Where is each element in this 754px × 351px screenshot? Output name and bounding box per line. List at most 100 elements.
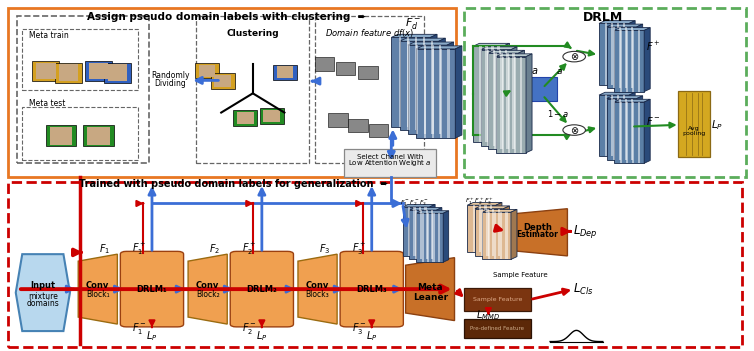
Polygon shape: [439, 38, 446, 131]
Polygon shape: [630, 99, 633, 160]
Circle shape: [563, 51, 585, 62]
Polygon shape: [494, 212, 496, 259]
Polygon shape: [400, 41, 439, 131]
Polygon shape: [514, 57, 516, 153]
Text: Estimator: Estimator: [516, 231, 558, 239]
Polygon shape: [504, 206, 510, 256]
Bar: [210, 73, 234, 89]
Bar: [55, 62, 82, 83]
Polygon shape: [483, 210, 517, 212]
Text: Conv: Conv: [196, 281, 219, 290]
Polygon shape: [431, 45, 434, 134]
Polygon shape: [438, 213, 440, 262]
Bar: [237, 112, 253, 124]
Polygon shape: [443, 211, 449, 262]
Text: $F^-$: $F^-$: [646, 115, 661, 127]
Text: $F_1^-$: $F_1^-$: [132, 321, 146, 336]
Polygon shape: [599, 21, 635, 24]
Bar: [104, 62, 131, 83]
Text: Avg: Avg: [688, 126, 700, 131]
Polygon shape: [599, 24, 629, 85]
Text: $F_3^-$: $F_3^-$: [351, 321, 366, 336]
Text: Sample Feature: Sample Feature: [492, 272, 547, 278]
Polygon shape: [420, 210, 422, 259]
Polygon shape: [511, 210, 517, 259]
Polygon shape: [614, 31, 644, 92]
Polygon shape: [644, 28, 650, 92]
FancyBboxPatch shape: [513, 77, 557, 101]
Text: Sample Feature: Sample Feature: [473, 297, 522, 302]
Polygon shape: [606, 96, 642, 99]
Polygon shape: [475, 209, 504, 256]
Polygon shape: [614, 102, 644, 163]
Text: $L_P$: $L_P$: [146, 330, 158, 343]
Bar: [233, 110, 257, 126]
Polygon shape: [626, 31, 628, 92]
Polygon shape: [455, 46, 462, 138]
Bar: [87, 127, 110, 145]
Text: DRLM₂: DRLM₂: [247, 285, 277, 294]
FancyBboxPatch shape: [340, 251, 403, 327]
Polygon shape: [424, 49, 426, 138]
Bar: [263, 110, 280, 122]
FancyBboxPatch shape: [230, 251, 293, 327]
Bar: [85, 61, 112, 81]
Text: $L_P$: $L_P$: [256, 330, 268, 343]
Polygon shape: [406, 258, 455, 320]
Polygon shape: [416, 46, 462, 49]
Polygon shape: [437, 207, 442, 259]
Bar: [277, 66, 293, 78]
Bar: [314, 57, 334, 71]
Polygon shape: [413, 207, 415, 256]
FancyBboxPatch shape: [464, 319, 532, 338]
Polygon shape: [408, 207, 410, 256]
Polygon shape: [391, 38, 431, 127]
Polygon shape: [611, 24, 613, 85]
Polygon shape: [407, 38, 409, 127]
Polygon shape: [480, 209, 483, 256]
FancyBboxPatch shape: [464, 289, 532, 311]
Polygon shape: [624, 99, 627, 160]
Polygon shape: [612, 27, 615, 88]
Text: $a$: $a$: [556, 67, 562, 76]
Polygon shape: [638, 31, 640, 92]
Polygon shape: [623, 95, 625, 156]
Polygon shape: [626, 102, 628, 163]
Bar: [358, 66, 378, 79]
Polygon shape: [498, 46, 500, 142]
Text: $L_{MMD}$: $L_{MMD}$: [477, 309, 501, 322]
Polygon shape: [624, 27, 627, 88]
Polygon shape: [644, 99, 650, 163]
Polygon shape: [526, 54, 532, 153]
Text: Meta train: Meta train: [29, 31, 69, 40]
Polygon shape: [485, 205, 487, 252]
Text: pooling: pooling: [682, 131, 706, 136]
Text: $F_1^+F_2^+F_3^+$: $F_1^+F_2^+F_3^+$: [465, 197, 494, 207]
Polygon shape: [629, 21, 635, 85]
Polygon shape: [632, 31, 634, 92]
Text: $L_P$: $L_P$: [711, 118, 723, 132]
Text: Assign pseudo domain labels with clustering  ➨: Assign pseudo domain labels with cluster…: [87, 13, 366, 22]
Polygon shape: [507, 209, 568, 256]
Text: mixture: mixture: [28, 292, 58, 300]
Polygon shape: [599, 95, 629, 156]
Text: Leaner: Leaner: [413, 293, 448, 302]
Polygon shape: [431, 41, 433, 131]
Polygon shape: [431, 34, 437, 127]
Polygon shape: [415, 41, 418, 131]
Polygon shape: [474, 43, 510, 46]
Bar: [336, 61, 355, 75]
Polygon shape: [606, 99, 636, 160]
Polygon shape: [447, 49, 449, 138]
Text: Clustering: Clustering: [226, 29, 279, 38]
Polygon shape: [415, 45, 418, 134]
Text: Meta: Meta: [418, 283, 443, 292]
FancyBboxPatch shape: [121, 251, 183, 327]
Text: Conv: Conv: [306, 281, 329, 290]
Polygon shape: [636, 24, 642, 88]
Text: $F_2^-$: $F_2^-$: [242, 321, 256, 336]
Polygon shape: [496, 57, 526, 153]
FancyBboxPatch shape: [678, 91, 710, 157]
Polygon shape: [495, 53, 497, 149]
Polygon shape: [432, 213, 434, 262]
